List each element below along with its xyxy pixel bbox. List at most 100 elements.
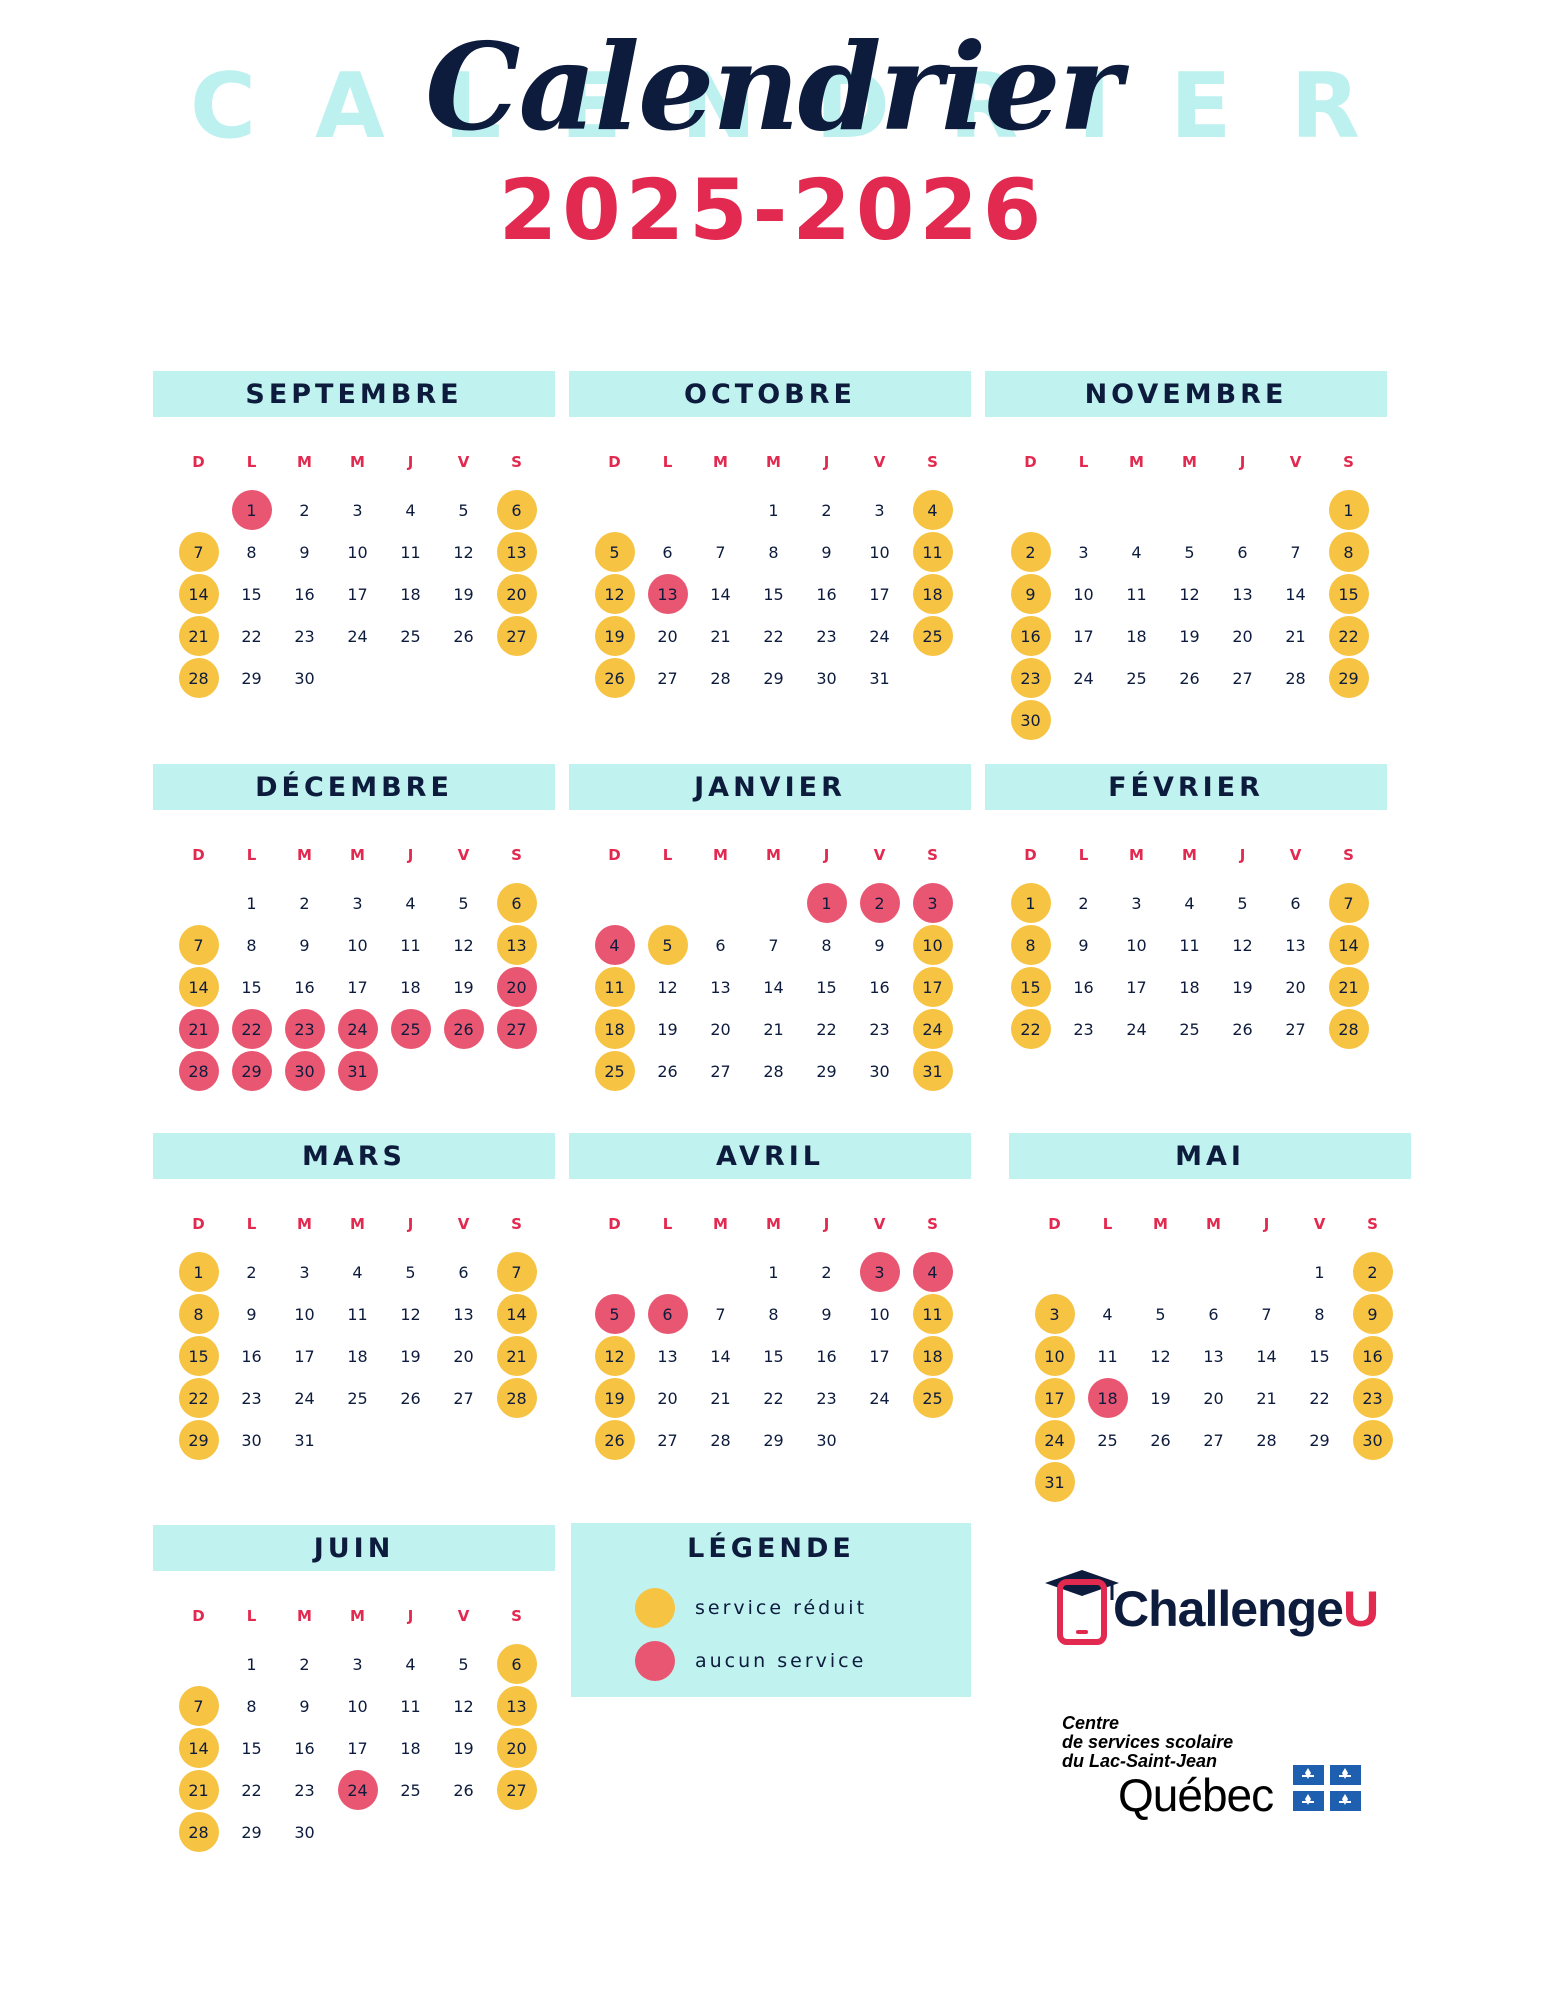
day-number: 15 [178, 1336, 219, 1376]
day-cell: 6 [694, 924, 747, 966]
day-number: 6 [1208, 1304, 1219, 1324]
day-number: 10 [1073, 584, 1094, 604]
day-cell: 13 [490, 924, 543, 966]
day-cell: 19 [437, 966, 490, 1008]
day-cell: 1 [172, 1251, 225, 1293]
day-cell: 29 [225, 657, 278, 699]
weekday-label: D [1024, 846, 1037, 864]
day-cell: 1 [800, 882, 853, 924]
day-cell: 3 [906, 882, 959, 924]
day-number: 20 [496, 1728, 537, 1768]
day-cell: 20 [1269, 966, 1322, 1008]
day-cell: 6 [1187, 1293, 1240, 1335]
day-number: 28 [178, 658, 219, 698]
day-number: 22 [1309, 1388, 1330, 1408]
day-number: 24 [1126, 1019, 1147, 1039]
weekday-label: M [297, 1607, 312, 1625]
weekday-label: J [407, 1215, 414, 1233]
day-number: 4 [405, 500, 416, 520]
day-number: 15 [1309, 1346, 1330, 1366]
weekday-label: V [457, 453, 470, 471]
day-number: 6 [1237, 542, 1248, 562]
day-number: 19 [453, 584, 474, 604]
day-number: 12 [1232, 935, 1253, 955]
day-number: 7 [768, 935, 779, 955]
weekday-label: L [1078, 846, 1089, 864]
day-cell: 2 [278, 1643, 331, 1685]
day-cell: 27 [641, 657, 694, 699]
month-name: MARS [153, 1133, 555, 1179]
day-number: 1 [246, 893, 257, 913]
day-number: 8 [246, 542, 257, 562]
day-cell: 13 [490, 531, 543, 573]
day-number: 13 [710, 977, 731, 997]
day-number: 17 [347, 1738, 368, 1758]
day-number: 9 [1352, 1294, 1393, 1334]
day-cell: 14 [1269, 573, 1322, 615]
day-number: 13 [657, 1346, 678, 1366]
weekday-label: J [407, 453, 414, 471]
day-cell: 23 [278, 1008, 331, 1050]
day-cell: 6 [490, 1643, 543, 1685]
day-number: 7 [715, 1304, 726, 1324]
day-cell: 28 [172, 1050, 225, 1092]
day-cell: 4 [384, 489, 437, 531]
weekday-label: M [1153, 1215, 1168, 1233]
day-cell: 29 [225, 1050, 278, 1092]
day-cell: 2 [800, 1251, 853, 1293]
day-cell: 3 [853, 1251, 906, 1293]
weekday-label: M [766, 453, 781, 471]
day-cell: 28 [694, 1419, 747, 1461]
day-number: 13 [453, 1304, 474, 1324]
weekday-label: S [1343, 453, 1354, 471]
day-cell: 20 [437, 1335, 490, 1377]
day-cell: 9 [225, 1293, 278, 1335]
day-number: 9 [821, 1304, 832, 1324]
day-cell: 2 [1004, 531, 1057, 573]
month-grid: D L M M J V S 1 2 3 4 5 6 7 8 9 10 11 12 13 14 15 16 17 18 19 20 21… [172, 447, 555, 699]
background-letter: C [190, 54, 257, 159]
day-cell: 9 [853, 924, 906, 966]
day-cell: 24 [906, 1008, 959, 1050]
day-cell: 25 [384, 1008, 437, 1050]
day-cell: 4 [906, 1251, 959, 1293]
day-number: 4 [594, 925, 635, 965]
day-number: 29 [763, 1430, 784, 1450]
day-number: 6 [496, 490, 537, 530]
day-number: 23 [241, 1388, 262, 1408]
day-cell: 16 [1057, 966, 1110, 1008]
day-cell: 20 [490, 573, 543, 615]
day-number: 27 [1203, 1430, 1224, 1450]
day-cell: 22 [1293, 1377, 1346, 1419]
weekday-label: M [350, 1215, 365, 1233]
day-number: 8 [246, 935, 257, 955]
day-cell: 9 [278, 531, 331, 573]
day-number: 23 [294, 626, 315, 646]
day-cell: 6 [1216, 531, 1269, 573]
day-number: 4 [405, 893, 416, 913]
month-9: MAI D L M M J V S 1 2 3 4 5 6 7 8 9 10 11 12 13 14 15 16 17 18 19 2… [1009, 1133, 1411, 1503]
day-cell: 28 [1240, 1419, 1293, 1461]
day-number: 5 [458, 500, 469, 520]
day-number: 10 [869, 1304, 890, 1324]
day-cell: 4 [906, 489, 959, 531]
day-number: 29 [763, 668, 784, 688]
day-number: 15 [241, 1738, 262, 1758]
day-number: 30 [284, 1051, 325, 1091]
weekday-label: V [457, 846, 470, 864]
day-cell: 17 [331, 1727, 384, 1769]
weekday-label: M [350, 846, 365, 864]
day-number: 16 [1010, 616, 1051, 656]
month-8: AVRIL D L M M J V S 1 2 3 4 5 6 7 8 9 10 11 12 13 14 15 16 17 18 1… [569, 1133, 971, 1461]
day-number: 6 [1290, 893, 1301, 913]
day-number: 11 [400, 542, 421, 562]
day-cell: 13 [1187, 1335, 1240, 1377]
day-cell: 17 [331, 966, 384, 1008]
legend-label-reduced: service réduit [695, 1597, 868, 1619]
day-number: 19 [594, 1378, 635, 1418]
day-cell: 8 [225, 924, 278, 966]
day-cell: 18 [1081, 1377, 1134, 1419]
day-number: 24 [337, 1770, 378, 1810]
day-number: 11 [400, 1696, 421, 1716]
day-cell: 1 [1322, 489, 1375, 531]
